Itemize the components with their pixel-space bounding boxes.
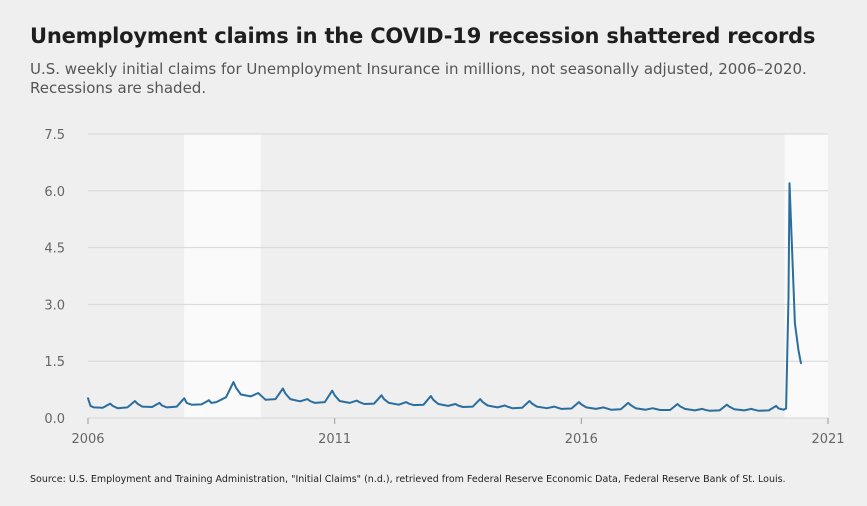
recession-layer (184, 134, 828, 418)
y-tick-label: 1.5 (44, 355, 65, 370)
y-tick-label: 0.0 (44, 412, 65, 427)
recession-band-1 (184, 134, 261, 418)
y-tick-layer: 0.0 1.5 3.0 4.5 6.0 7.5 (44, 128, 65, 427)
x-tick-label: 2006 (71, 432, 104, 447)
y-tick-label: 6.0 (44, 185, 65, 200)
x-tick-label: 2021 (811, 432, 844, 447)
source-note: Source: U.S. Employment and Training Adm… (30, 474, 786, 485)
chart-title: Unemployment claims in the COVID-19 rece… (30, 24, 816, 48)
y-tick-label: 3.0 (44, 298, 65, 313)
grid-layer (88, 133, 828, 419)
x-tick-layer: 2006 2011 2016 2021 (71, 418, 845, 447)
y-tick-label: 7.5 (44, 128, 65, 143)
y-tick-label: 4.5 (44, 242, 65, 257)
chart-subtitle: U.S. weekly initial claims for Unemploym… (30, 60, 807, 97)
series-line-1 (87, 182, 802, 412)
recession-band-2 (784, 134, 828, 418)
x-tick-label: 2011 (318, 432, 351, 447)
series-layer (87, 182, 802, 412)
x-tick-label: 2016 (565, 432, 598, 447)
